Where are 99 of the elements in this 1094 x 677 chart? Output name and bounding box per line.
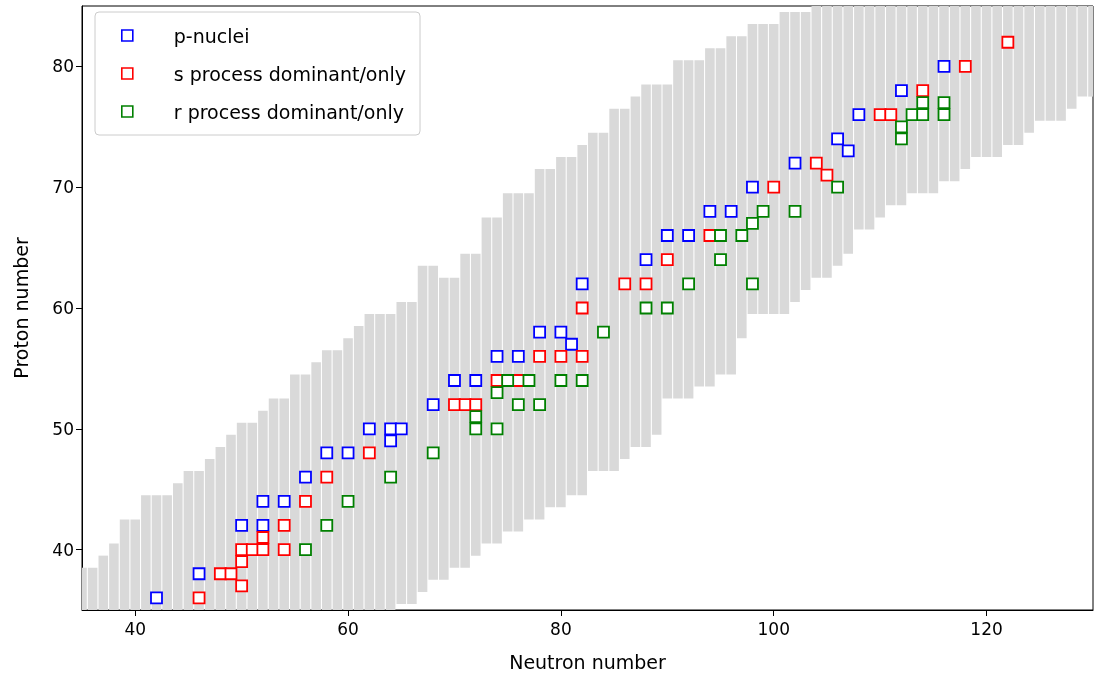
point [256,531,270,544]
point [575,374,589,387]
point [533,325,547,339]
point [735,229,749,242]
point [299,470,312,484]
point [554,325,568,339]
point [884,108,898,122]
point [767,180,781,194]
point [916,96,930,110]
point [575,301,589,315]
point [895,120,908,134]
point [256,494,270,508]
y-tick-label: 80 [52,56,74,77]
point [533,398,547,412]
x-tick-label: 40 [124,618,147,639]
legend-label: r process dominant/only [173,100,404,123]
point [469,398,483,412]
point [714,229,727,242]
point [320,470,334,484]
point [660,229,674,242]
point [682,277,695,291]
point [384,470,398,484]
point [756,204,770,218]
point [575,349,589,363]
point [533,349,547,363]
y-tick-label: 40 [52,539,74,560]
x-axis-title: Neutron number [509,650,667,673]
point [958,60,972,73]
point [916,84,930,97]
x-tick-label: 100 [757,618,790,639]
point [937,108,951,122]
point [235,555,249,569]
point [554,349,568,363]
point [660,301,674,315]
point [341,494,355,508]
point [852,108,866,122]
point [362,422,376,436]
point [618,277,632,291]
point [660,253,674,267]
point [501,374,515,387]
point [469,422,483,436]
y-tick-label: 50 [52,418,74,439]
point [426,446,440,460]
point [511,398,525,412]
point [916,108,930,122]
point [490,422,504,436]
y-axis-title: Proton number [9,237,32,379]
point [426,398,440,412]
point [1001,35,1015,49]
point [639,277,653,291]
point [724,204,738,218]
y-tick-label: 70 [52,177,74,198]
point [469,410,483,424]
point [746,217,759,230]
point [597,325,610,339]
point [895,132,908,146]
point [565,337,578,351]
point [277,494,291,508]
point [277,543,291,556]
point [150,591,163,605]
x-tick-label: 60 [337,618,359,639]
point [277,519,291,532]
point [714,253,727,267]
point [788,204,802,218]
point [362,446,376,460]
x-tick-label: 120 [970,618,1003,639]
legend-label: p-nuclei [173,24,250,47]
point [522,374,536,387]
point [831,180,844,194]
point [192,567,206,581]
point [746,180,759,194]
point [394,422,408,436]
point [448,374,461,387]
point [320,446,334,460]
point [299,494,312,508]
point [299,543,312,556]
point [703,204,717,218]
y-tick-label: 60 [52,298,74,318]
point [746,277,759,291]
point [682,229,695,242]
point [235,579,249,593]
point [575,277,589,291]
point [820,168,834,182]
point [490,386,504,399]
point [554,374,568,387]
point [831,132,844,146]
x-tick-label: 80 [550,618,572,639]
point [937,60,951,73]
point [490,349,504,363]
point [469,374,483,387]
point [511,349,525,363]
point [384,434,398,448]
point [320,519,334,532]
legend-label: s process dominant/only [173,62,407,85]
point [809,156,823,170]
point [841,144,855,158]
point [639,253,653,267]
point [895,84,908,97]
point [235,519,249,532]
